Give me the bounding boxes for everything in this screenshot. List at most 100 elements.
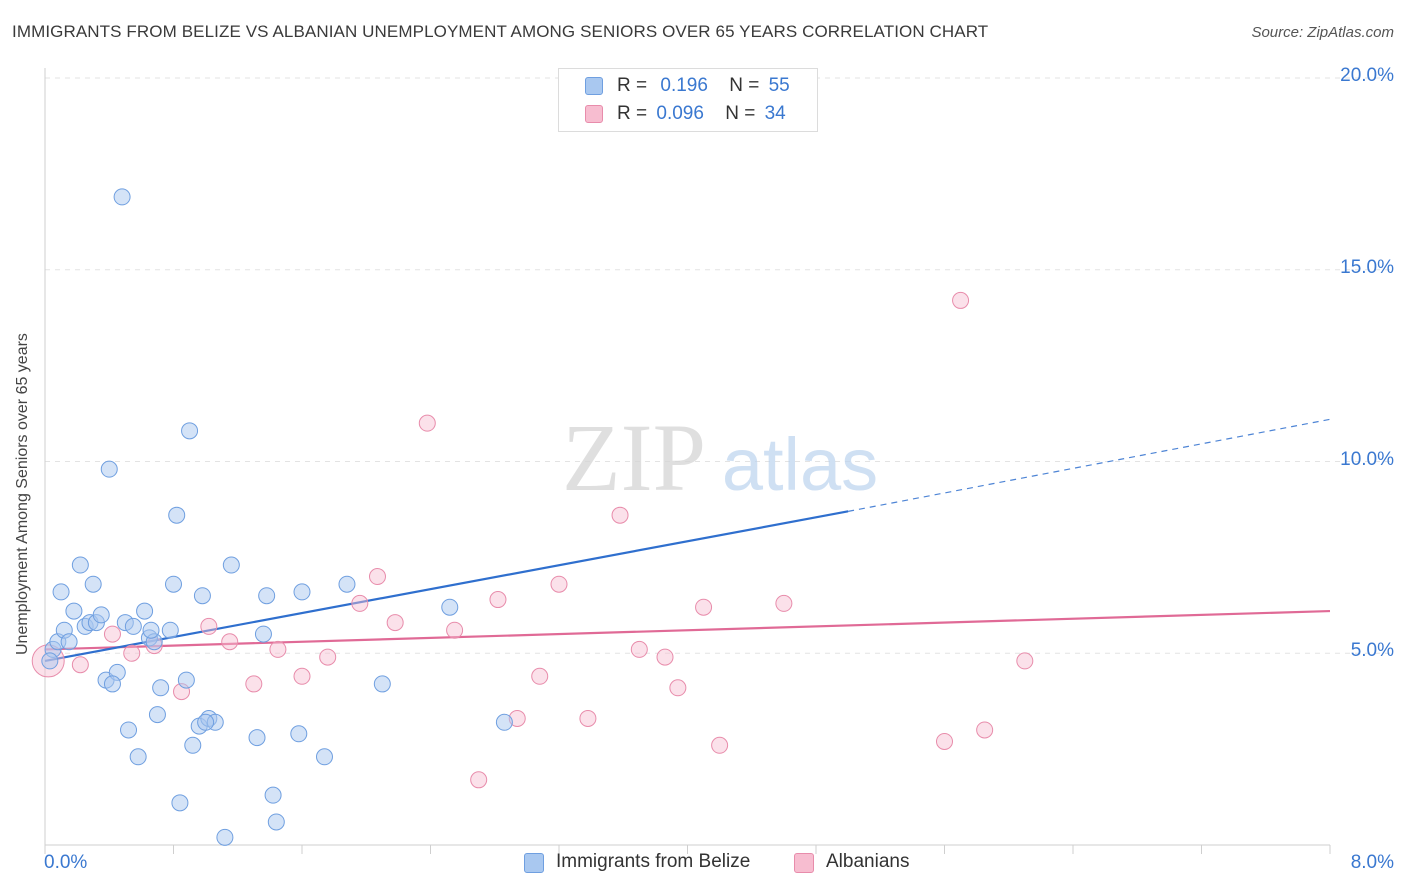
point-belize: [41, 652, 59, 670]
legend-swatch-belize: [524, 853, 544, 873]
y-tick-label: 20.0%: [1340, 65, 1394, 86]
point-albanians: [319, 648, 337, 666]
point-belize: [264, 786, 282, 804]
point-belize: [103, 675, 121, 693]
watermark-zip: ZIP: [562, 404, 706, 511]
point-belize: [142, 621, 160, 639]
legend-label-albanians: Albanians: [826, 851, 910, 872]
point-belize: [100, 460, 118, 478]
point-albanians: [103, 625, 121, 643]
point-belize: [177, 671, 195, 689]
trend-line-albanians: [44, 609, 1331, 651]
point-belize: [315, 748, 333, 766]
point-albanians: [351, 594, 369, 612]
point-belize: [120, 721, 138, 739]
point-albanians: [200, 617, 218, 635]
point-belize: [129, 748, 147, 766]
point-albanians: [775, 594, 793, 612]
point-albanians: [669, 679, 687, 697]
point-albanians: [695, 598, 713, 616]
axes: [44, 68, 1331, 854]
stat-n-label: N =: [729, 75, 760, 96]
point-belize: [184, 736, 202, 754]
point-belize: [152, 679, 170, 697]
point-albanians: [531, 667, 549, 685]
point-albanians: [611, 506, 629, 524]
source-label: Source: ZipAtlas.com: [1251, 24, 1394, 41]
point-belize: [216, 828, 234, 846]
point-belize: [373, 675, 391, 693]
point-albanians: [470, 771, 488, 789]
point-albanians: [952, 291, 970, 309]
point-belize: [171, 794, 189, 812]
y-tick-label: 15.0%: [1340, 256, 1394, 278]
stat-n-value-albanians: 34: [764, 103, 786, 124]
gridlines: [45, 77, 1392, 654]
point-belize: [148, 706, 166, 724]
chart-title: IMMIGRANTS FROM BELIZE VS ALBANIAN UNEMP…: [12, 22, 989, 41]
point-belize: [161, 621, 179, 639]
point-belize: [84, 575, 102, 593]
stat-r-label: R =: [617, 103, 648, 124]
point-belize: [248, 729, 266, 747]
legend-label-belize: Immigrants from Belize: [556, 851, 751, 872]
stat-n-value-belize: 55: [768, 75, 790, 96]
point-albanians: [711, 736, 729, 754]
point-albanians: [269, 640, 287, 658]
stat-n-label: N =: [725, 103, 756, 124]
point-belize: [113, 188, 131, 206]
point-belize: [441, 598, 459, 616]
data-points: [31, 111, 1034, 846]
point-belize: [197, 713, 215, 731]
point-belize: [181, 422, 199, 440]
point-belize: [258, 587, 276, 605]
point-belize: [71, 556, 89, 574]
trend-line-belize-extrapolated: [848, 418, 1331, 512]
point-belize: [165, 575, 182, 593]
y-tick-label: 10.0%: [1340, 448, 1394, 470]
point-belize: [222, 556, 240, 574]
point-albanians: [221, 633, 239, 651]
point-belize: [254, 625, 272, 643]
point-belize: [52, 583, 70, 601]
point-albanians: [418, 414, 436, 432]
trend-line-belize: [44, 510, 849, 663]
point-belize: [267, 813, 285, 831]
stat-swatch-belize: [585, 77, 603, 95]
point-albanians: [550, 575, 568, 593]
point-albanians: [976, 721, 994, 739]
point-belize: [92, 606, 110, 624]
point-albanians: [71, 656, 89, 674]
legend-swatch-albanians: [794, 853, 814, 873]
watermark-atlas: atlas: [722, 423, 878, 506]
stat-swatch-albanians: [585, 105, 603, 123]
y-tick-label: 5.0%: [1350, 640, 1394, 662]
correlation-stats-box: R = 0.196 N = 55 R = 0.096 N = 34: [558, 68, 818, 132]
point-albanians: [579, 709, 597, 727]
stat-r-label: R =: [617, 75, 648, 96]
point-belize: [136, 602, 154, 620]
y-axis-label: Unemployment Among Seniors over 65 years: [14, 333, 31, 655]
point-belize: [193, 587, 211, 605]
point-belize: [124, 617, 142, 635]
point-albanians: [446, 621, 464, 639]
point-albanians: [936, 732, 953, 750]
trend-lines: [44, 418, 1331, 663]
point-albanians: [368, 568, 386, 586]
x-tick-label: 0.0%: [44, 852, 88, 873]
point-belize: [168, 506, 186, 524]
point-belize: [338, 575, 356, 593]
point-albanians: [630, 640, 648, 658]
point-albanians: [293, 667, 311, 685]
point-albanians: [386, 614, 404, 632]
point-belize: [60, 633, 78, 651]
point-albanians: [123, 644, 141, 662]
stat-r-value-albanians: 0.096: [656, 103, 704, 124]
point-albanians: [245, 675, 263, 693]
point-albanians: [1016, 652, 1034, 670]
point-albanians: [656, 648, 674, 666]
point-belize: [293, 583, 311, 601]
point-belize: [290, 725, 308, 743]
point-albanians: [489, 591, 507, 609]
